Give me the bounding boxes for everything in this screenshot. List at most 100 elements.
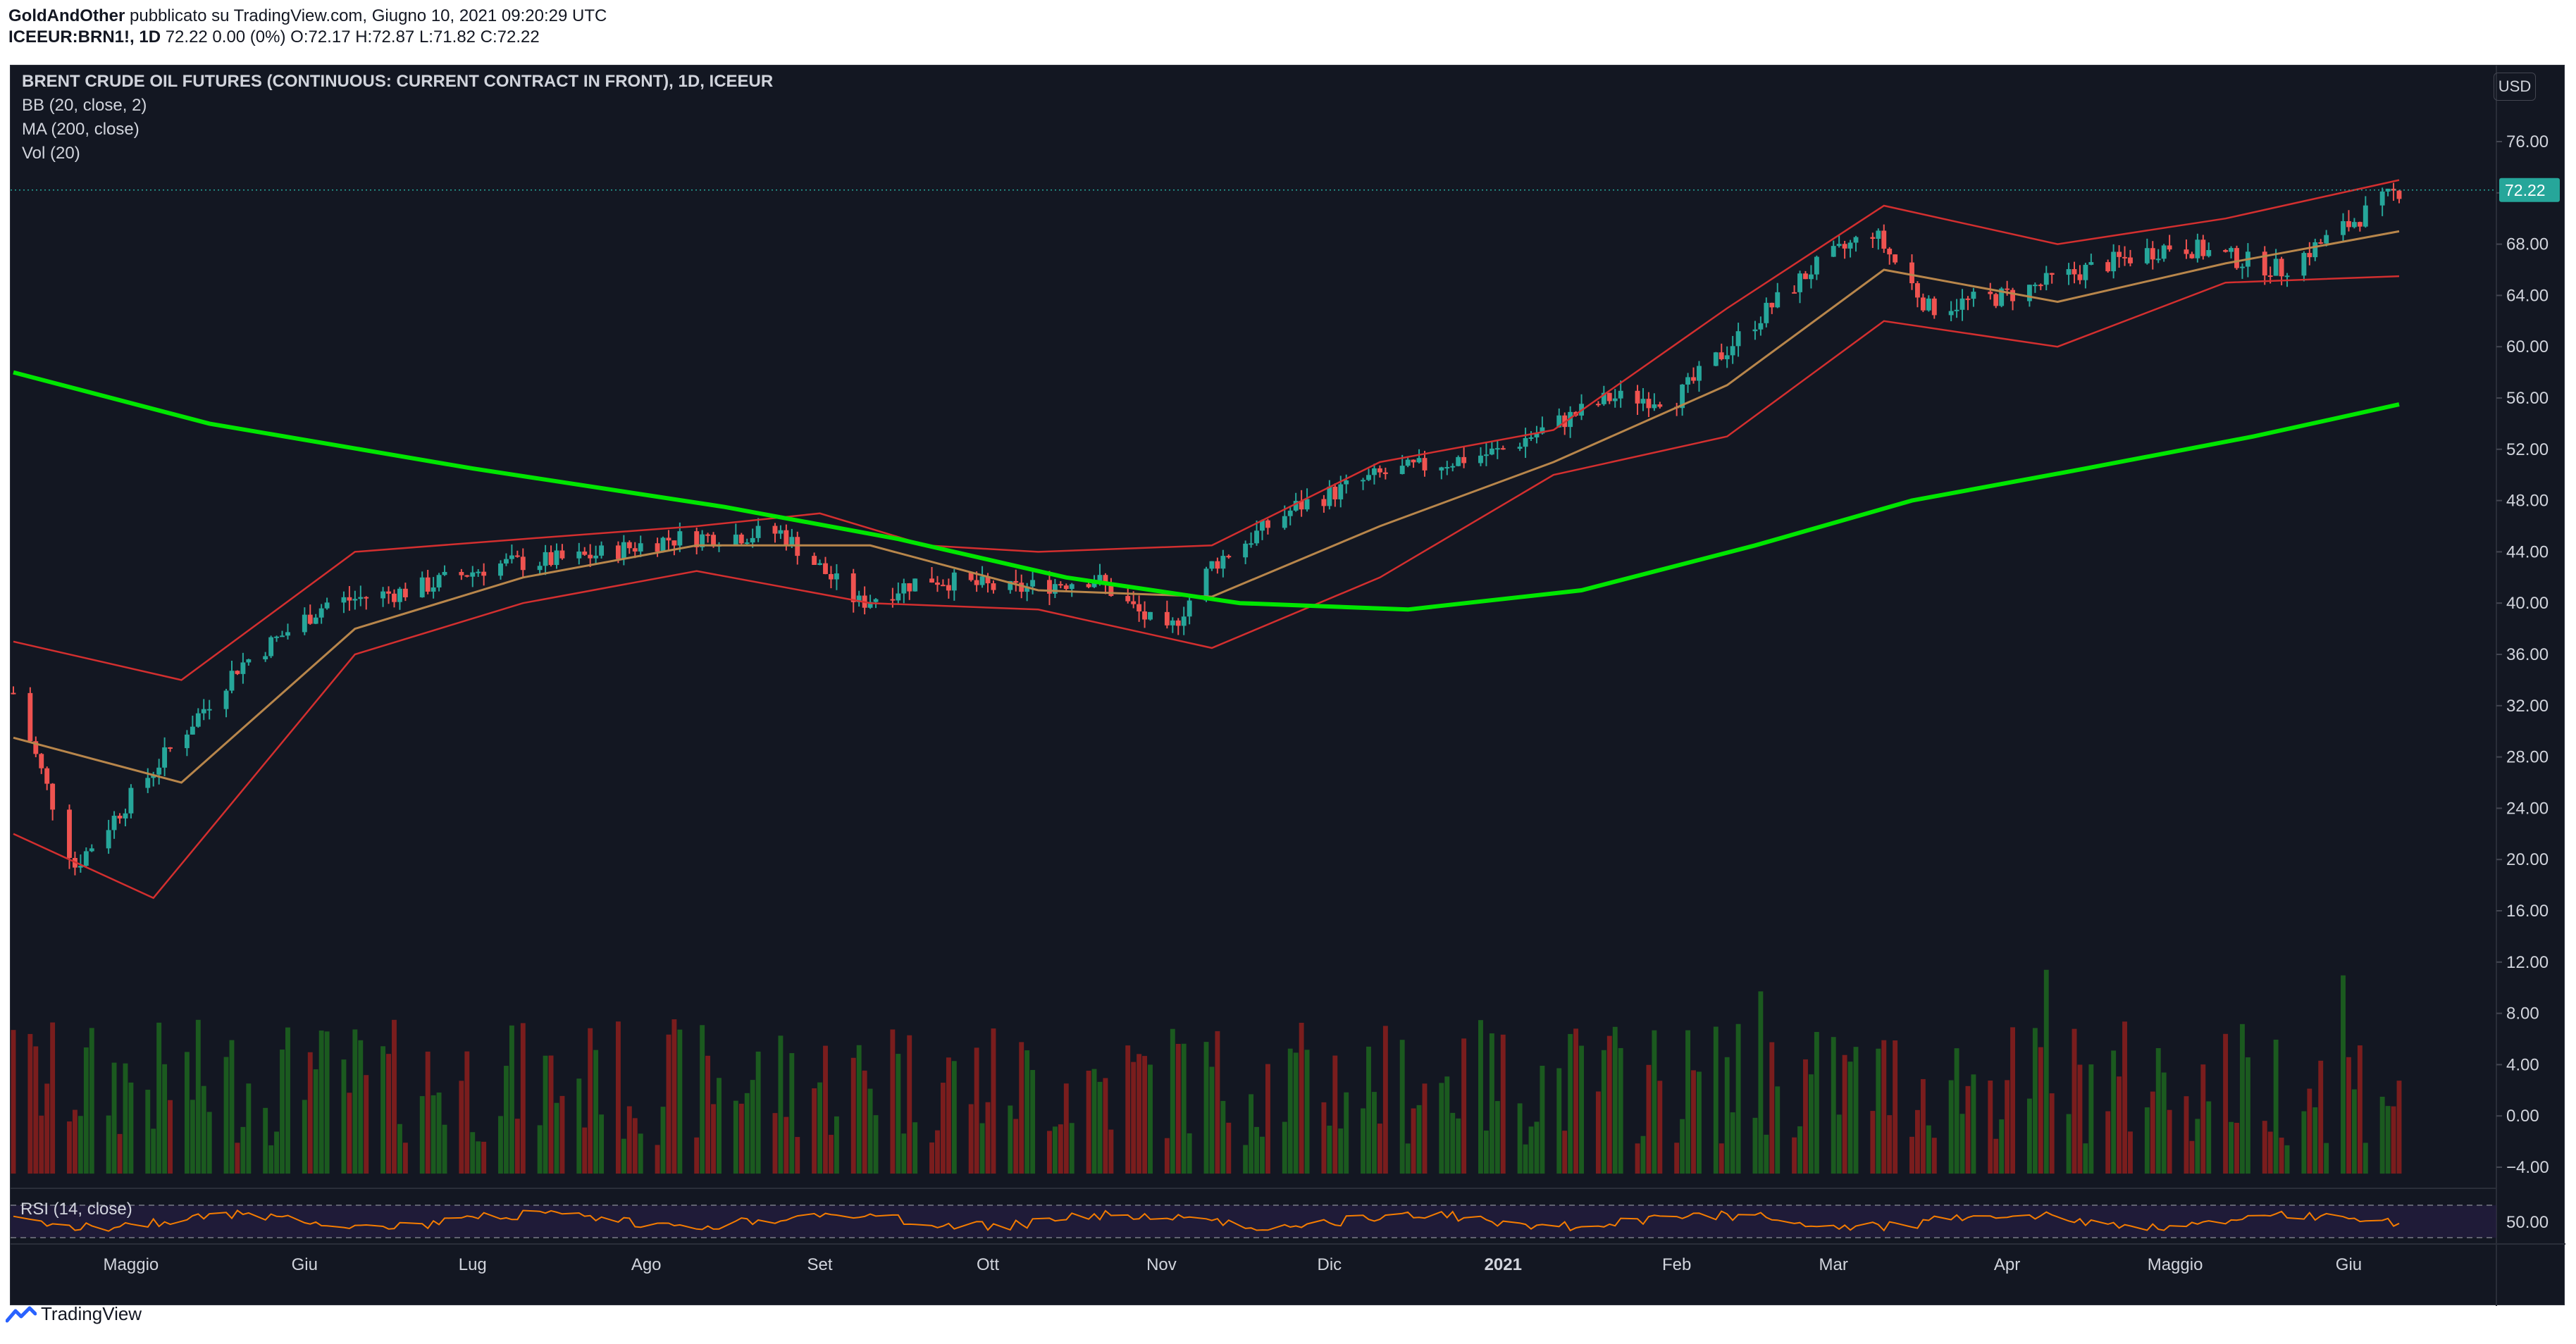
candle-body: [1500, 448, 1506, 450]
volume-bar: [1422, 1083, 1428, 1174]
candle-body: [1019, 583, 1024, 592]
volume-bar: [2032, 1028, 2038, 1174]
candle-body: [1439, 467, 1444, 471]
candle-body: [2324, 235, 2329, 244]
candle-body: [246, 659, 252, 663]
candle-body: [2284, 275, 2290, 278]
volume-bar: [1069, 1123, 1075, 1174]
x-tick-label: Feb: [1662, 1255, 1691, 1274]
candle-body: [744, 542, 750, 545]
volume-bar: [750, 1080, 755, 1174]
x-tick-label: Apr: [1994, 1255, 2020, 1274]
volume-bar: [1612, 1026, 1618, 1174]
candle-body: [1691, 377, 1696, 381]
candle-body: [476, 571, 481, 573]
candle-body: [968, 572, 974, 580]
legend-vol[interactable]: Vol (20): [22, 144, 80, 163]
candle-body: [33, 741, 39, 754]
volume-bar: [1254, 1126, 1259, 1174]
candle-body: [1713, 352, 1719, 366]
volume-bar: [2038, 1047, 2043, 1174]
volume-bar: [2088, 1064, 2094, 1174]
candle-body: [431, 587, 436, 592]
bb-basis-line: [13, 230, 2400, 784]
volume-bar: [812, 1088, 817, 1174]
volume-bar: [991, 1028, 996, 1174]
volume-bar: [744, 1093, 750, 1174]
x-tick-label: Mar: [1819, 1255, 1848, 1274]
volume-bar: [638, 1133, 643, 1174]
volume-bar: [1606, 1035, 1612, 1174]
volume-bar: [1697, 1071, 1702, 1174]
candle-body: [784, 530, 789, 546]
volume-bar: [1657, 1081, 1663, 1174]
volume-bar: [2049, 1093, 2055, 1174]
candle-body: [78, 866, 83, 868]
rsi-line: [13, 1209, 2400, 1232]
legend-ma[interactable]: MA (200, close): [22, 120, 140, 139]
candle-body: [2307, 253, 2312, 258]
candle-body: [1243, 543, 1249, 558]
volume-bar: [1215, 1031, 1220, 1174]
volume-bar: [1595, 1091, 1601, 1174]
candle-body: [2379, 191, 2385, 206]
candle-body: [829, 573, 834, 580]
volume-bar: [1556, 1068, 1562, 1174]
volume-bar: [778, 1035, 784, 1174]
volume-bar: [509, 1025, 514, 1174]
y-tick-label: 12.00: [2506, 953, 2549, 972]
volume-bar: [128, 1082, 134, 1174]
candle-body: [263, 656, 268, 659]
candle-body: [39, 754, 44, 769]
volume-bar: [1528, 1126, 1534, 1174]
candle-body: [1971, 292, 1976, 299]
currency-button[interactable]: USD: [2494, 73, 2536, 101]
footer-brand[interactable]: TradingView: [6, 1303, 142, 1325]
legend-bb[interactable]: BB (20, close, 2): [22, 96, 147, 115]
volume-bar: [784, 1116, 789, 1174]
volume-bar: [694, 1137, 700, 1174]
candle-body: [1226, 556, 1232, 558]
volume-bar: [195, 1019, 201, 1174]
candle-body: [2391, 188, 2396, 191]
volume-bar: [1416, 1105, 1422, 1174]
volume-bar: [1137, 1054, 1142, 1174]
volume-bar: [2351, 1089, 2357, 1174]
volume-bar: [2240, 1023, 2245, 1174]
candle-body: [425, 577, 431, 592]
candle-body: [274, 636, 280, 638]
candle-body: [1528, 437, 1534, 439]
volume-bar: [1478, 1020, 1483, 1174]
volume-bar: [2161, 1072, 2167, 1174]
y-tick-label: 40.00: [2506, 594, 2549, 613]
candle-body: [481, 571, 487, 576]
volume-bar: [2083, 1143, 2088, 1174]
candle-body: [750, 537, 755, 543]
price-chart[interactable]: 76.0072.0068.0064.0060.0056.0052.0048.00…: [11, 66, 2565, 1306]
candle-body: [2385, 188, 2391, 192]
volume-bar: [206, 1112, 212, 1174]
candle-body: [1148, 611, 1153, 620]
volume-bar: [1321, 1102, 1327, 1174]
volume-bar: [2026, 1098, 2032, 1174]
candle-body: [2200, 239, 2206, 256]
candle-body: [2351, 222, 2357, 228]
candle-body: [442, 571, 447, 575]
candle-body: [1338, 484, 1344, 499]
candle-body: [817, 563, 823, 565]
candle-body: [1097, 575, 1103, 581]
legend-rsi[interactable]: RSI (14, close): [20, 1200, 132, 1219]
candle-body: [1203, 568, 1209, 601]
volume-bar: [1719, 1143, 1724, 1174]
chart-panel[interactable]: 76.0072.0068.0064.0060.0056.0052.0048.00…: [10, 65, 2565, 1306]
volume-bars: [11, 969, 2402, 1174]
candle-body: [1030, 580, 1036, 587]
volume-bar: [1187, 1133, 1192, 1174]
candle-body: [145, 778, 151, 788]
volume-bar: [1282, 1121, 1287, 1174]
candle-body: [2111, 251, 2117, 272]
candle-body: [1069, 584, 1075, 590]
volume-bar: [162, 1064, 168, 1174]
volume-bar: [789, 1053, 795, 1174]
y-tick-label: 32.00: [2506, 697, 2549, 716]
